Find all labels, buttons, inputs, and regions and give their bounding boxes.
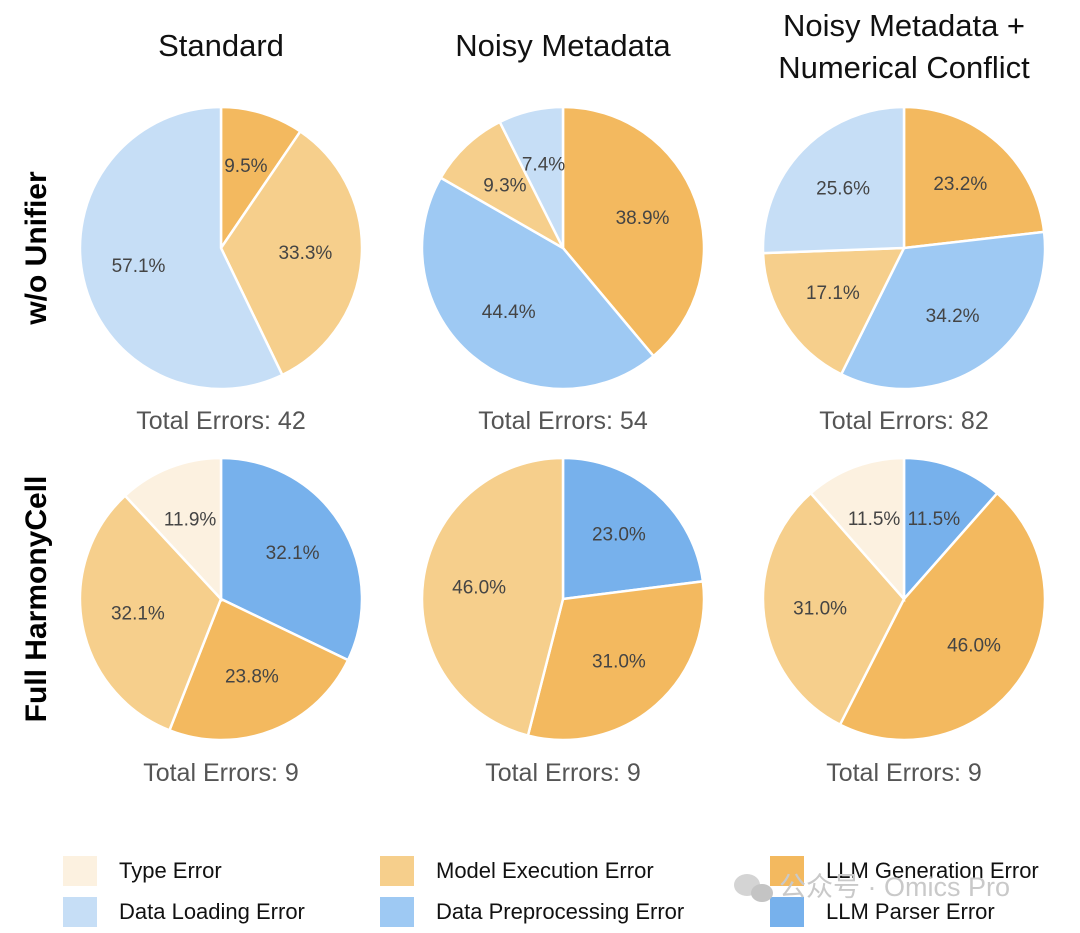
pie-slice-loading xyxy=(761,105,906,255)
column-title: Noisy Metadata + Numerical Conflict xyxy=(778,8,1030,85)
pie-slice-loading xyxy=(78,105,284,391)
legend-label: Type Error xyxy=(119,858,222,883)
slice-label: 11.5% xyxy=(848,509,901,530)
total-errors-label: Total Errors: 82 xyxy=(819,407,989,435)
pie-slice-model xyxy=(761,491,906,727)
column-title: Standard xyxy=(158,28,284,63)
slice-label: 46.0% xyxy=(452,577,506,598)
pie-slice-model xyxy=(761,246,907,376)
slice-label: 33.3% xyxy=(278,243,332,264)
pie-chart: 9.5% 33.3% 57.1% xyxy=(78,105,364,391)
slice-label: 9.3% xyxy=(483,176,526,197)
slice-label: 31.0% xyxy=(592,652,646,673)
total-errors-label: Total Errors: 9 xyxy=(143,759,299,787)
slice-label: 32.1% xyxy=(266,543,320,564)
legend-swatch xyxy=(770,897,804,927)
pie-slice-type xyxy=(123,456,223,603)
pie-chart: 23.2% 34.2% 17.1% 25.6% xyxy=(761,105,1047,391)
slice-label: 31.0% xyxy=(793,599,847,620)
pie-slice-llmgen xyxy=(838,491,1047,742)
pie-slice-llmgen xyxy=(167,597,350,742)
pie-slice-parser xyxy=(219,456,364,662)
pie-slice-prep xyxy=(420,176,656,391)
pie-chart: 38.9% 44.4% 9.3%7.4% xyxy=(420,105,706,391)
legend-swatch xyxy=(770,856,804,886)
pie-slice-parser xyxy=(561,456,705,601)
legend-item-parser: LLM Parser Error xyxy=(770,897,995,927)
legend-label: Data Preprocessing Error xyxy=(436,899,684,924)
legend-swatch xyxy=(63,856,97,886)
wechat-icon-bubble xyxy=(751,884,773,902)
column-title: Noisy Metadata xyxy=(455,28,671,63)
slice-label: 7.4% xyxy=(522,155,565,176)
total-errors-label: Total Errors: 54 xyxy=(478,407,648,435)
slice-label: 11.5% xyxy=(908,509,961,530)
pie-chart: 23.0% 31.0% 46.0% xyxy=(420,456,706,742)
legend-item-llmgen: LLM Generation Error xyxy=(770,856,1039,886)
pie-slice-parser xyxy=(902,456,1000,603)
total-errors-label: Total Errors: 9 xyxy=(485,759,641,787)
pie-slice-llmgen xyxy=(561,105,706,358)
slice-label: 57.1% xyxy=(112,256,166,277)
legend-item-type: Type Error xyxy=(63,856,222,886)
slice-label: 23.2% xyxy=(933,174,987,195)
pie-slice-model xyxy=(219,129,364,377)
pie-slice-type xyxy=(808,456,906,603)
slice-label: 25.6% xyxy=(816,178,870,199)
slice-label: 44.4% xyxy=(482,302,536,323)
pie-slice-llmgen xyxy=(902,105,1046,250)
legend-swatch xyxy=(380,856,414,886)
legend-label: Model Execution Error xyxy=(436,858,654,883)
pie-slice-llmgen xyxy=(219,105,303,253)
slice-label: 38.9% xyxy=(616,208,670,229)
pie-slice-model xyxy=(78,493,223,732)
legend-swatch xyxy=(63,897,97,927)
pie-chart: 32.1% 23.8% 32.1% 11.9% xyxy=(78,456,364,742)
slice-label: 32.1% xyxy=(111,604,165,625)
slice-label: 23.8% xyxy=(225,667,279,688)
watermark-text: 公众号 · Omics Pro xyxy=(779,872,1010,902)
pie-slice-prep xyxy=(839,230,1047,391)
legend-swatch xyxy=(380,897,414,927)
row-title: w/o Unifier xyxy=(20,171,53,326)
legend-label: LLM Generation Error xyxy=(826,858,1039,883)
legend-label: Data Loading Error xyxy=(119,899,305,924)
pie-slice-model xyxy=(439,120,566,252)
slice-label: 34.2% xyxy=(926,306,980,327)
legend-label: LLM Parser Error xyxy=(826,899,995,924)
total-errors-label: Total Errors: 42 xyxy=(136,407,306,435)
total-errors-label: Total Errors: 9 xyxy=(826,759,982,787)
slice-label: 17.1% xyxy=(806,283,860,304)
slice-label: 23.0% xyxy=(592,525,646,546)
slice-label: 9.5% xyxy=(224,156,267,177)
legend-item-prep: Data Preprocessing Error xyxy=(380,897,684,927)
pie-slice-model xyxy=(420,456,565,738)
watermark: 公众号 · Omics Pro xyxy=(734,872,1010,902)
legend-item-model: Model Execution Error xyxy=(380,856,654,886)
slice-label: 11.9% xyxy=(164,509,217,530)
pie-slice-loading xyxy=(498,105,565,249)
pie-chart: 11.5% 46.0% 31.0% 11.5% xyxy=(761,456,1047,742)
row-title: Full HarmonyCell xyxy=(20,476,53,723)
slice-label: 46.0% xyxy=(947,636,1001,657)
pie-slice-llmgen xyxy=(526,579,706,742)
legend-item-loading: Data Loading Error xyxy=(63,897,305,927)
